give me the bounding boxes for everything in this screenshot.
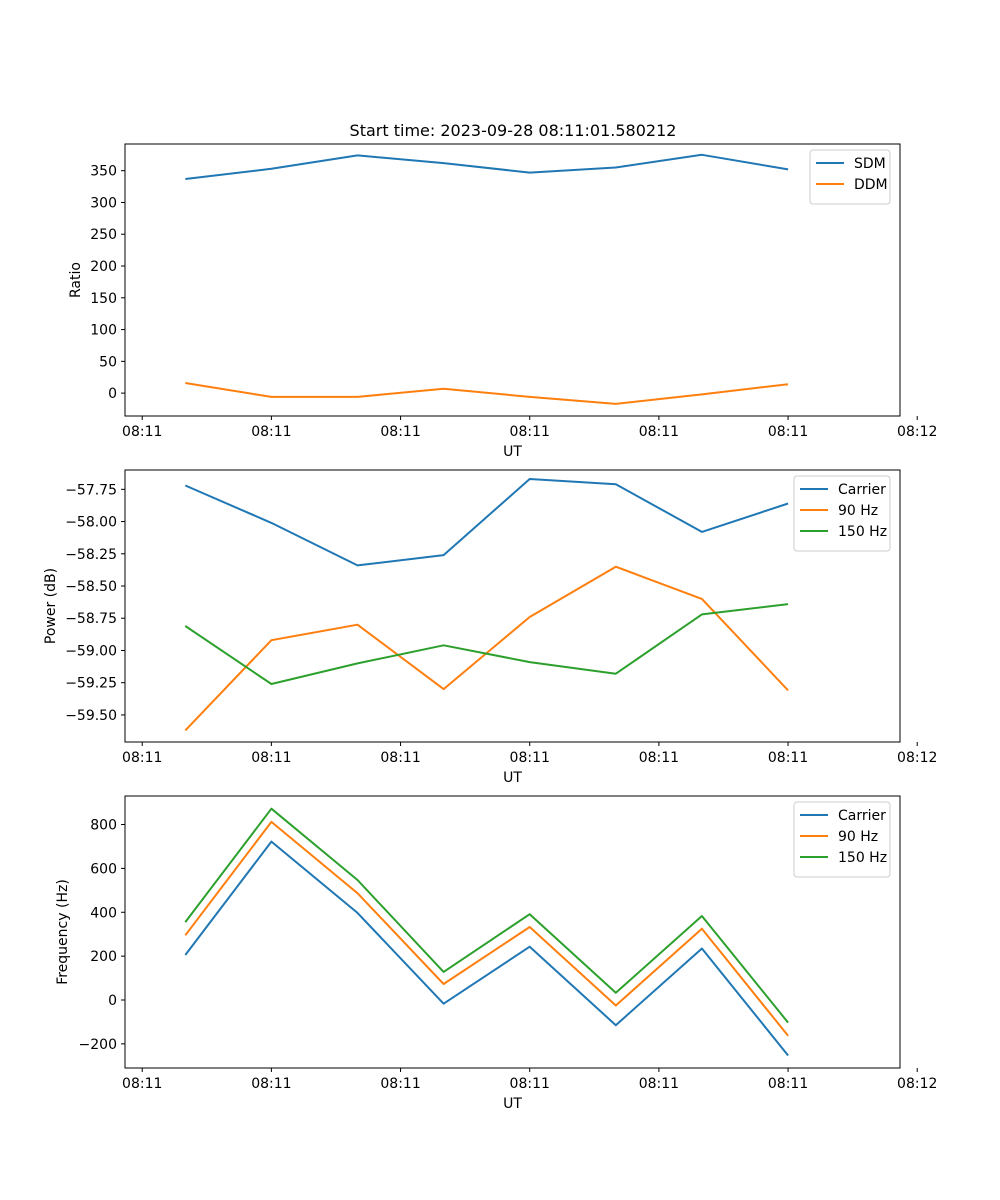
ratio-y-tick-label: 100: [90, 323, 117, 339]
frequency-legend: Carrier 90 Hz 150 Hz: [793, 801, 891, 878]
power-x-tick-label: 08:12: [897, 750, 937, 766]
power-y-tick-label: −59.00: [65, 643, 117, 659]
power-legend-label: 90 Hz: [838, 503, 878, 519]
power-y-tick-label: −58.75: [65, 611, 117, 627]
power-x-axis-label: UT: [503, 770, 522, 786]
ratio-x-tick-label: 08:11: [768, 424, 808, 440]
chart-title: Start time: 2023-09-28 08:11:01.580212: [350, 121, 677, 140]
frequency-x-tick-label: 08:11: [639, 1076, 679, 1092]
power-series-line-150-hz: [184, 603, 789, 685]
power-series-line-carrier: [184, 478, 789, 567]
power-legend-label: Carrier: [838, 482, 886, 498]
ratio-series-line-ddm: [185, 382, 789, 405]
power-x-tick-label: 08:11: [768, 750, 808, 766]
ratio-axes-frame: [124, 143, 901, 417]
frequency-y-tick-label: 400: [90, 905, 117, 921]
frequency-y-tick-label: 0: [108, 993, 117, 1009]
frequency-x-tick-label: 08:12: [897, 1076, 937, 1092]
power-x-tick-label: 08:11: [122, 750, 162, 766]
ratio-x-tick-label: 08:11: [639, 424, 679, 440]
frequency-legend-label: 150 Hz: [838, 850, 887, 866]
power-panel: 08:11 08:11 08:11 08:11 08:11 08:11 08:12 −59.5…: [43, 469, 937, 786]
ratio-y-tick-label: 0: [108, 386, 117, 402]
power-legend-box: [793, 475, 891, 552]
power-y-tick-label: −58.00: [65, 515, 117, 531]
ratio-series-line-sdm: [185, 153, 789, 180]
frequency-panel: 08:11 08:11 08:11 08:11 08:11 08:11 08:12 −200 0…: [55, 795, 937, 1112]
ratio-y-tick-label: 300: [90, 195, 117, 211]
power-y-tick-label: −59.25: [65, 676, 117, 692]
power-x-tick-label: 08:11: [380, 750, 420, 766]
ratio-y-axis-label: Ratio: [68, 262, 84, 298]
frequency-x-axis-label: UT: [503, 1096, 522, 1112]
frequency-x-tick-label: 08:11: [122, 1076, 162, 1092]
frequency-y-tick-label: 200: [90, 949, 117, 965]
frequency-x-tick-label: 08:11: [251, 1076, 291, 1092]
frequency-y-tick-label: −200: [79, 1037, 117, 1053]
ratio-x-tick-label: 08:11: [251, 424, 291, 440]
power-y-tick-label: −57.75: [65, 482, 117, 498]
ratio-x-tick-label: 08:12: [897, 424, 937, 440]
power-legend: Carrier 90 Hz 150 Hz: [793, 475, 891, 552]
frequency-legend-label: 90 Hz: [838, 829, 878, 845]
ratio-y-tick-label: 350: [90, 164, 117, 180]
ratio-y-tick-label: 250: [90, 227, 117, 243]
ratio-panel: 08:11 08:11 08:11 08:11 08:11 08:11 08:12 0 50 10…: [68, 143, 937, 460]
frequency-x-tick-label: 08:11: [510, 1076, 550, 1092]
power-axes-frame: [124, 469, 901, 743]
ratio-legend-label: SDM: [854, 156, 886, 172]
ratio-y-tick-label: 200: [90, 259, 117, 275]
frequency-y-tick-label: 600: [90, 861, 117, 877]
ratio-x-tick-label: 08:11: [380, 424, 420, 440]
power-y-tick-label: −58.50: [65, 579, 117, 595]
ratio-x-axis-label: UT: [503, 444, 522, 460]
ratio-y-tick-label: 50: [99, 354, 117, 370]
frequency-y-axis-label: Frequency (Hz): [55, 879, 71, 985]
frequency-series-line-90-hz: [184, 820, 789, 1037]
power-x-tick-label: 08:11: [510, 750, 550, 766]
frequency-x-tick-label: 08:11: [768, 1076, 808, 1092]
power-x-tick-label: 08:11: [251, 750, 291, 766]
power-y-axis-label: Power (dB): [43, 568, 59, 644]
ratio-x-tick-label: 08:11: [122, 424, 162, 440]
frequency-legend-label: Carrier: [838, 808, 886, 824]
frequency-series-line-carrier: [184, 840, 789, 1057]
power-y-tick-label: −58.25: [65, 547, 117, 563]
ratio-legend: SDM DDM: [809, 149, 891, 205]
frequency-series-line-150-hz: [184, 807, 789, 1024]
frequency-axes-frame: [124, 795, 901, 1069]
frequency-y-tick-label: 800: [90, 818, 117, 834]
frequency-legend-box: [793, 801, 891, 878]
frequency-x-tick-label: 08:11: [380, 1076, 420, 1092]
ratio-legend-label: DDM: [854, 177, 888, 193]
power-legend-label: 150 Hz: [838, 524, 887, 540]
power-y-tick-label: −59.50: [65, 708, 117, 724]
ratio-x-tick-label: 08:11: [510, 424, 550, 440]
ratio-y-tick-label: 150: [90, 291, 117, 307]
power-x-tick-label: 08:11: [639, 750, 679, 766]
